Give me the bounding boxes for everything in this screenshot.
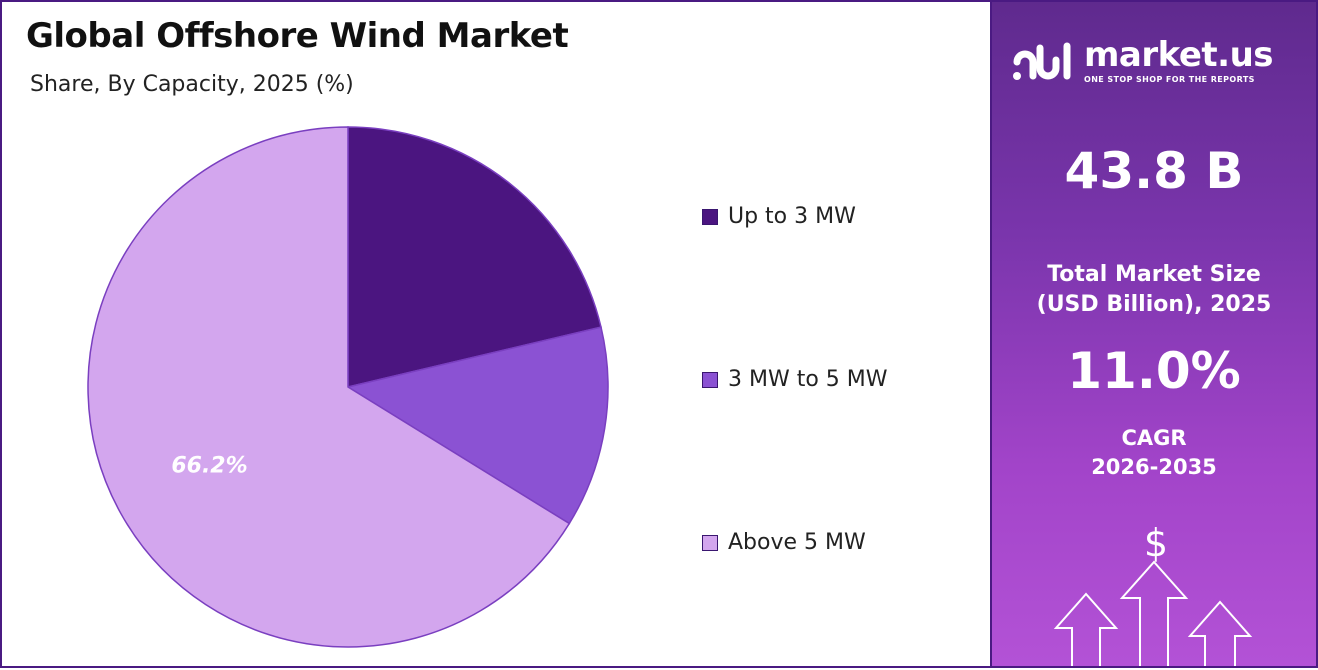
cagr-label-line2: 2026-2035 bbox=[1091, 455, 1217, 479]
chart-title: Global Offshore Wind Market bbox=[26, 16, 569, 56]
brand-logo: market.us ONE STOP SHOP FOR THE REPORTS bbox=[1012, 35, 1274, 84]
pie-slice-above-5mw bbox=[87, 126, 571, 648]
legend-item-up-to-3mw: Up to 3 MW bbox=[702, 204, 856, 229]
data-label-above-5mw: 66.2% bbox=[171, 453, 247, 478]
cagr-value: 11.0% bbox=[1067, 342, 1241, 400]
market-size-label-line1: Total Market Size bbox=[1047, 262, 1261, 287]
arrows-up-icon: $ bbox=[1053, 521, 1253, 666]
legend-item-above-5mw: Above 5 MW bbox=[702, 530, 866, 555]
legend-label: 3 MW to 5 MW bbox=[728, 367, 888, 392]
legend-swatch bbox=[702, 208, 718, 225]
chart-subtitle: Share, By Capacity, 2025 (%) bbox=[30, 72, 354, 97]
pie-slice-3-to-5mw bbox=[346, 326, 609, 525]
pie-slice-up-to-3mw bbox=[347, 126, 602, 388]
dollar-icon: $ bbox=[1144, 521, 1168, 565]
legend-label: Above 5 MW bbox=[728, 530, 866, 555]
market-us-logo-icon bbox=[1013, 42, 1071, 80]
legend-label: Up to 3 MW bbox=[728, 204, 856, 229]
legend-item-3-to-5mw: 3 MW to 5 MW bbox=[702, 367, 888, 392]
chart-panel: Global Offshore Wind Market Share, By Ca… bbox=[0, 0, 990, 668]
market-size-label-line2: (USD Billion), 2025 bbox=[1036, 292, 1272, 317]
legend-swatch bbox=[702, 371, 718, 388]
stats-panel: market.us ONE STOP SHOP FOR THE REPORTS … bbox=[990, 0, 1318, 668]
brand-tagline: ONE STOP SHOP FOR THE REPORTS bbox=[1084, 75, 1255, 84]
cagr-label-line1: CAGR bbox=[1121, 426, 1187, 450]
brand-name: market.us bbox=[1084, 35, 1274, 75]
pie-chart: 66.2% bbox=[87, 126, 609, 648]
market-size-value: 43.8 B bbox=[1064, 142, 1244, 200]
legend-swatch bbox=[702, 534, 718, 551]
